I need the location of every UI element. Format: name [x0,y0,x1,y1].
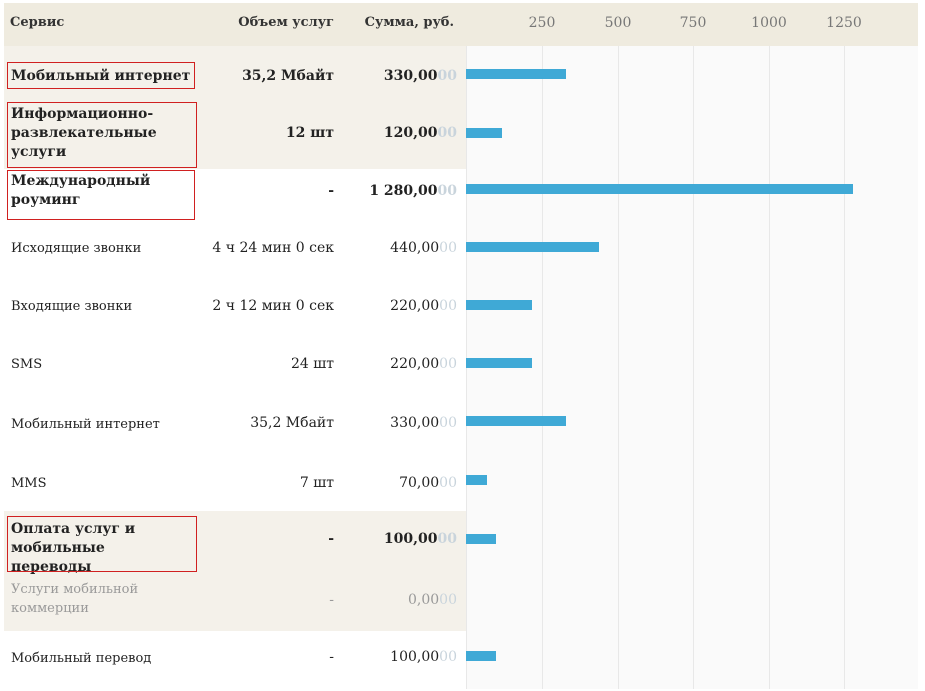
bar [466,475,487,485]
service-volume: - [328,531,334,547]
table-row[interactable]: MMS 7 шт 70,0000 [4,453,918,511]
table-row[interactable]: Международный роуминг - 1 280,0000 [4,169,918,221]
service-volume: 24 шт [290,356,334,372]
highlight-box [7,102,197,168]
service-volume: 12 шт [285,125,334,141]
service-sum: 120,0000 [383,125,457,141]
table-row[interactable]: Оплата услуг и мобильные переводы - 100,… [4,511,918,575]
table-row[interactable]: Входящие звонки 2 ч 12 мин 0 сек 220,000… [4,279,918,337]
bar [466,416,566,426]
service-sum: 0,0000 [408,592,457,608]
services-table: Сервис Объем услуг Сумма, руб. 250 500 7… [4,3,918,689]
table-row[interactable]: Информационно-развлекательные услуги 12 … [4,102,918,169]
service-sum: 100,0000 [390,649,457,665]
axis-tick: 500 [604,15,632,31]
highlight-box [7,516,197,572]
service-name: Мобильный интернет [11,68,191,84]
axis-tick: 250 [528,15,556,31]
bar [466,69,566,79]
service-name: Исходящие звонки [11,241,142,256]
service-sum: 330,0000 [390,415,457,431]
service-volume: 7 шт [299,475,334,491]
bar [466,358,532,368]
bar [466,534,496,544]
service-sum: 1 280,0000 [369,183,457,199]
service-sum: 220,0000 [390,356,457,372]
service-sum: 330,0000 [383,68,457,84]
bar [466,128,502,138]
service-volume: 35,2 Мбайт [242,68,334,84]
service-volume: - [328,183,334,199]
bar [466,651,496,661]
service-volume: 35,2 Мбайт [250,415,334,431]
service-sum: 100,0000 [383,531,457,547]
table-row[interactable]: Мобильный интернет 35,2 Мбайт 330,0000 [4,395,918,453]
service-name: Услуги мобильной коммерции [11,582,139,616]
column-header-sum[interactable]: Сумма, руб. [364,15,454,30]
axis-tick: 750 [679,15,707,31]
axis-tick: 1000 [751,15,787,31]
bar [466,242,599,252]
service-name: Мобильный интернет [11,417,160,432]
service-sum: 220,0000 [390,298,457,314]
service-volume: - [329,592,334,608]
column-header-volume[interactable]: Объем услуг [238,15,334,30]
service-name: Информационно-развлекательные услуги [11,106,157,160]
highlight-box [7,170,195,220]
service-volume: - [329,649,334,665]
table-row[interactable]: Исходящие звонки 4 ч 24 мин 0 сек 440,00… [4,221,918,279]
axis-tick: 1250 [826,15,862,31]
service-name: Входящие звонки [11,299,133,314]
table-header: Сервис Объем услуг Сумма, руб. 250 500 7… [4,3,918,46]
table-row[interactable]: Мобильный интернет 35,2 Мбайт 330,0000 [4,46,918,103]
service-name: Мобильный перевод [11,651,152,666]
table-row: Услуги мобильной коммерции - 0,0000 [4,575,918,631]
bar [466,184,853,194]
service-name: SMS [11,357,43,372]
table-row[interactable]: Мобильный перевод - 100,0000 [4,631,918,689]
highlight-box [7,62,195,89]
service-sum: 440,0000 [390,240,457,256]
chart-area [466,46,918,689]
service-name: MMS [11,476,47,491]
bar [466,300,532,310]
table-row[interactable]: SMS 24 шт 220,0000 [4,337,918,395]
service-sum: 70,0000 [399,475,457,491]
service-name: Международный роуминг [11,173,151,208]
service-volume: 2 ч 12 мин 0 сек [212,298,334,314]
column-header-service[interactable]: Сервис [10,15,65,30]
service-volume: 4 ч 24 мин 0 сек [212,240,334,256]
